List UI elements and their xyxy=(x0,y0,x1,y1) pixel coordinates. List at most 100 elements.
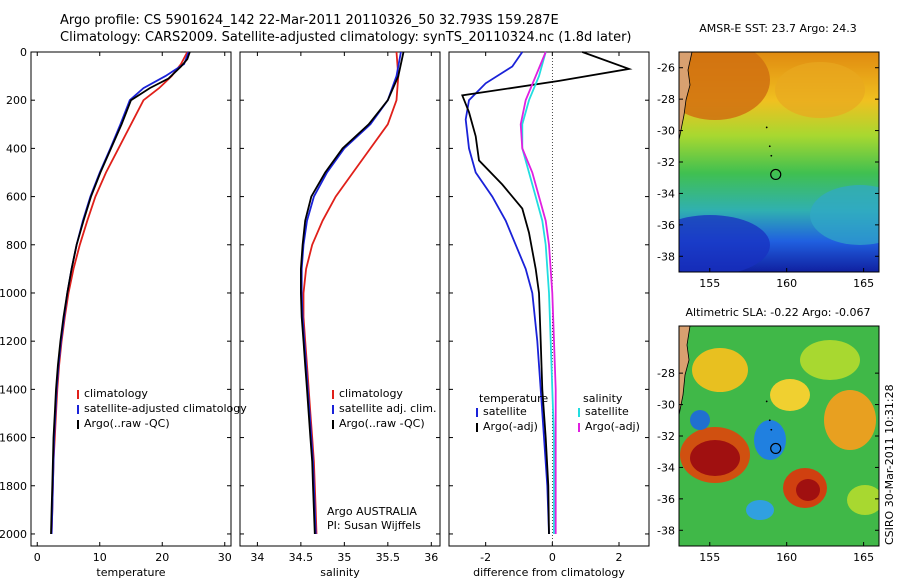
plot-frame xyxy=(239,51,441,547)
legend-label: climatology xyxy=(84,387,148,400)
legend-label: satellite xyxy=(585,405,629,418)
annotation-text: PI: Susan Wijffels xyxy=(327,519,421,532)
temperature-panel: 0 10 20 30 temperature 0 200 400 600 800 1000 1200 1… xyxy=(0,46,247,579)
series-line xyxy=(519,51,557,534)
x-tick-label: 34.5 xyxy=(289,551,314,564)
track-point xyxy=(770,154,773,157)
track-point xyxy=(770,428,773,431)
argo-location-marker xyxy=(770,442,782,455)
x-tick-label: 0 xyxy=(34,551,41,564)
x-tick-label: 35 xyxy=(337,551,351,564)
track-point xyxy=(768,145,771,148)
x-tick-label: 36 xyxy=(424,551,438,564)
x-tick-label: 2 xyxy=(616,551,623,564)
plot-frame xyxy=(30,51,232,547)
x-tick-label: 160 xyxy=(776,277,797,290)
legend-title: salinity xyxy=(583,392,623,405)
header-line-2: Climatology: CARS2009. Satellite-adjuste… xyxy=(60,30,632,45)
y-tick-label: -34 xyxy=(657,187,675,200)
y-tick-label: 1200 xyxy=(0,335,27,348)
track-point xyxy=(768,419,771,422)
sla-high-patch xyxy=(770,379,810,411)
y-tick-label: 1000 xyxy=(0,287,27,300)
series-line xyxy=(464,51,550,535)
salinity-panel: 34 34.5 35 35.5 36 salinity climatology satelli… xyxy=(239,51,441,579)
x-axis-label: difference from climatology xyxy=(473,566,625,579)
sla-map: Altimetric SLA: -0.22 Argo: -0.067 155 16… xyxy=(657,306,880,564)
y-tick-label: -36 xyxy=(657,219,675,232)
y-tick-label: -28 xyxy=(657,367,675,380)
y-tick-label: 1400 xyxy=(0,383,27,396)
legend-label: satellite adj. clim. xyxy=(339,402,436,415)
series-line xyxy=(300,51,402,535)
sst-map: AMSR-E SST: 23.7 Argo: 24.3 155 160 165 -26… xyxy=(657,22,880,290)
series-line xyxy=(521,51,555,534)
y-tick-label: -36 xyxy=(657,493,675,506)
x-axis-label: temperature xyxy=(96,566,165,579)
legend-label: Argo(-adj) xyxy=(585,420,640,433)
series-line xyxy=(50,51,190,535)
sla-high-core xyxy=(690,440,740,476)
y-tick-label: -32 xyxy=(657,430,675,443)
plot-frame xyxy=(448,51,650,547)
argo-location-marker xyxy=(770,168,782,181)
legend-label: Argo(..raw -QC) xyxy=(84,417,170,430)
legend-label: satellite xyxy=(483,405,527,418)
legend-label: climatology xyxy=(339,387,403,400)
x-tick-label: 34 xyxy=(250,551,264,564)
y-tick-label: 800 xyxy=(6,239,27,252)
x-tick-label: 155 xyxy=(699,277,720,290)
y-tick-label: -38 xyxy=(657,524,675,537)
x-tick-label: 165 xyxy=(853,277,874,290)
x-tick-label: 155 xyxy=(699,551,720,564)
sla-high-patch xyxy=(800,340,860,380)
legend-label: satellite-adjusted climatology xyxy=(84,402,247,415)
track-point xyxy=(765,126,768,129)
y-tick-label: -26 xyxy=(657,62,675,75)
series-line xyxy=(461,51,633,535)
sla-high-patch xyxy=(692,348,748,392)
sla-low-patch xyxy=(754,420,786,460)
y-tick-label: -30 xyxy=(657,125,675,138)
header-line-1: Argo profile: CS 5901624_142 22-Mar-2011… xyxy=(60,13,559,28)
land-coast xyxy=(679,52,693,141)
x-tick-label: 20 xyxy=(155,551,169,564)
y-tick-label: -30 xyxy=(657,399,675,412)
difference-panel: -2 0 2 difference from climatology temperatu… xyxy=(448,51,650,579)
x-tick-label: 30 xyxy=(218,551,232,564)
sla-low-patch xyxy=(746,500,774,520)
y-tick-label: 2000 xyxy=(0,528,27,541)
sla-map-title: Altimetric SLA: -0.22 Argo: -0.067 xyxy=(686,306,871,319)
y-tick-label: -32 xyxy=(657,156,675,169)
y-tick-label: -28 xyxy=(657,93,675,106)
x-tick-label: 10 xyxy=(93,551,107,564)
legend-title: temperature xyxy=(479,392,548,405)
series-line xyxy=(50,51,191,535)
legend-label: Argo(..raw -QC) xyxy=(339,417,425,430)
sst-warm-patch xyxy=(679,52,770,120)
sst-cool-patch xyxy=(810,185,879,245)
x-tick-label: 0 xyxy=(549,551,556,564)
y-tick-label: 200 xyxy=(6,94,27,107)
series-line xyxy=(300,51,405,535)
y-tick-label: 0 xyxy=(20,46,27,59)
y-tick-label: 1800 xyxy=(0,480,27,493)
x-tick-label: 165 xyxy=(853,551,874,564)
timestamp-stamp: CSIRO 30-Mar-2011 10:31:28 xyxy=(883,384,896,545)
x-tick-label: 35.5 xyxy=(376,551,401,564)
sla-mid-patch xyxy=(847,485,879,515)
sla-high-core xyxy=(796,479,820,501)
legend-label: Argo(-adj) xyxy=(483,420,538,433)
x-tick-label: -2 xyxy=(480,551,491,564)
sst-map-title: AMSR-E SST: 23.7 Argo: 24.3 xyxy=(699,22,857,35)
x-tick-label: 160 xyxy=(776,551,797,564)
y-tick-label: -34 xyxy=(657,461,675,474)
y-tick-label: 1600 xyxy=(0,432,27,445)
sst-cool-patch xyxy=(679,215,770,272)
y-tick-label: -38 xyxy=(657,250,675,263)
sla-low-patch xyxy=(690,410,710,430)
sst-warm-patch xyxy=(775,62,865,118)
sla-high-patch xyxy=(824,390,876,450)
track-point xyxy=(765,400,768,403)
